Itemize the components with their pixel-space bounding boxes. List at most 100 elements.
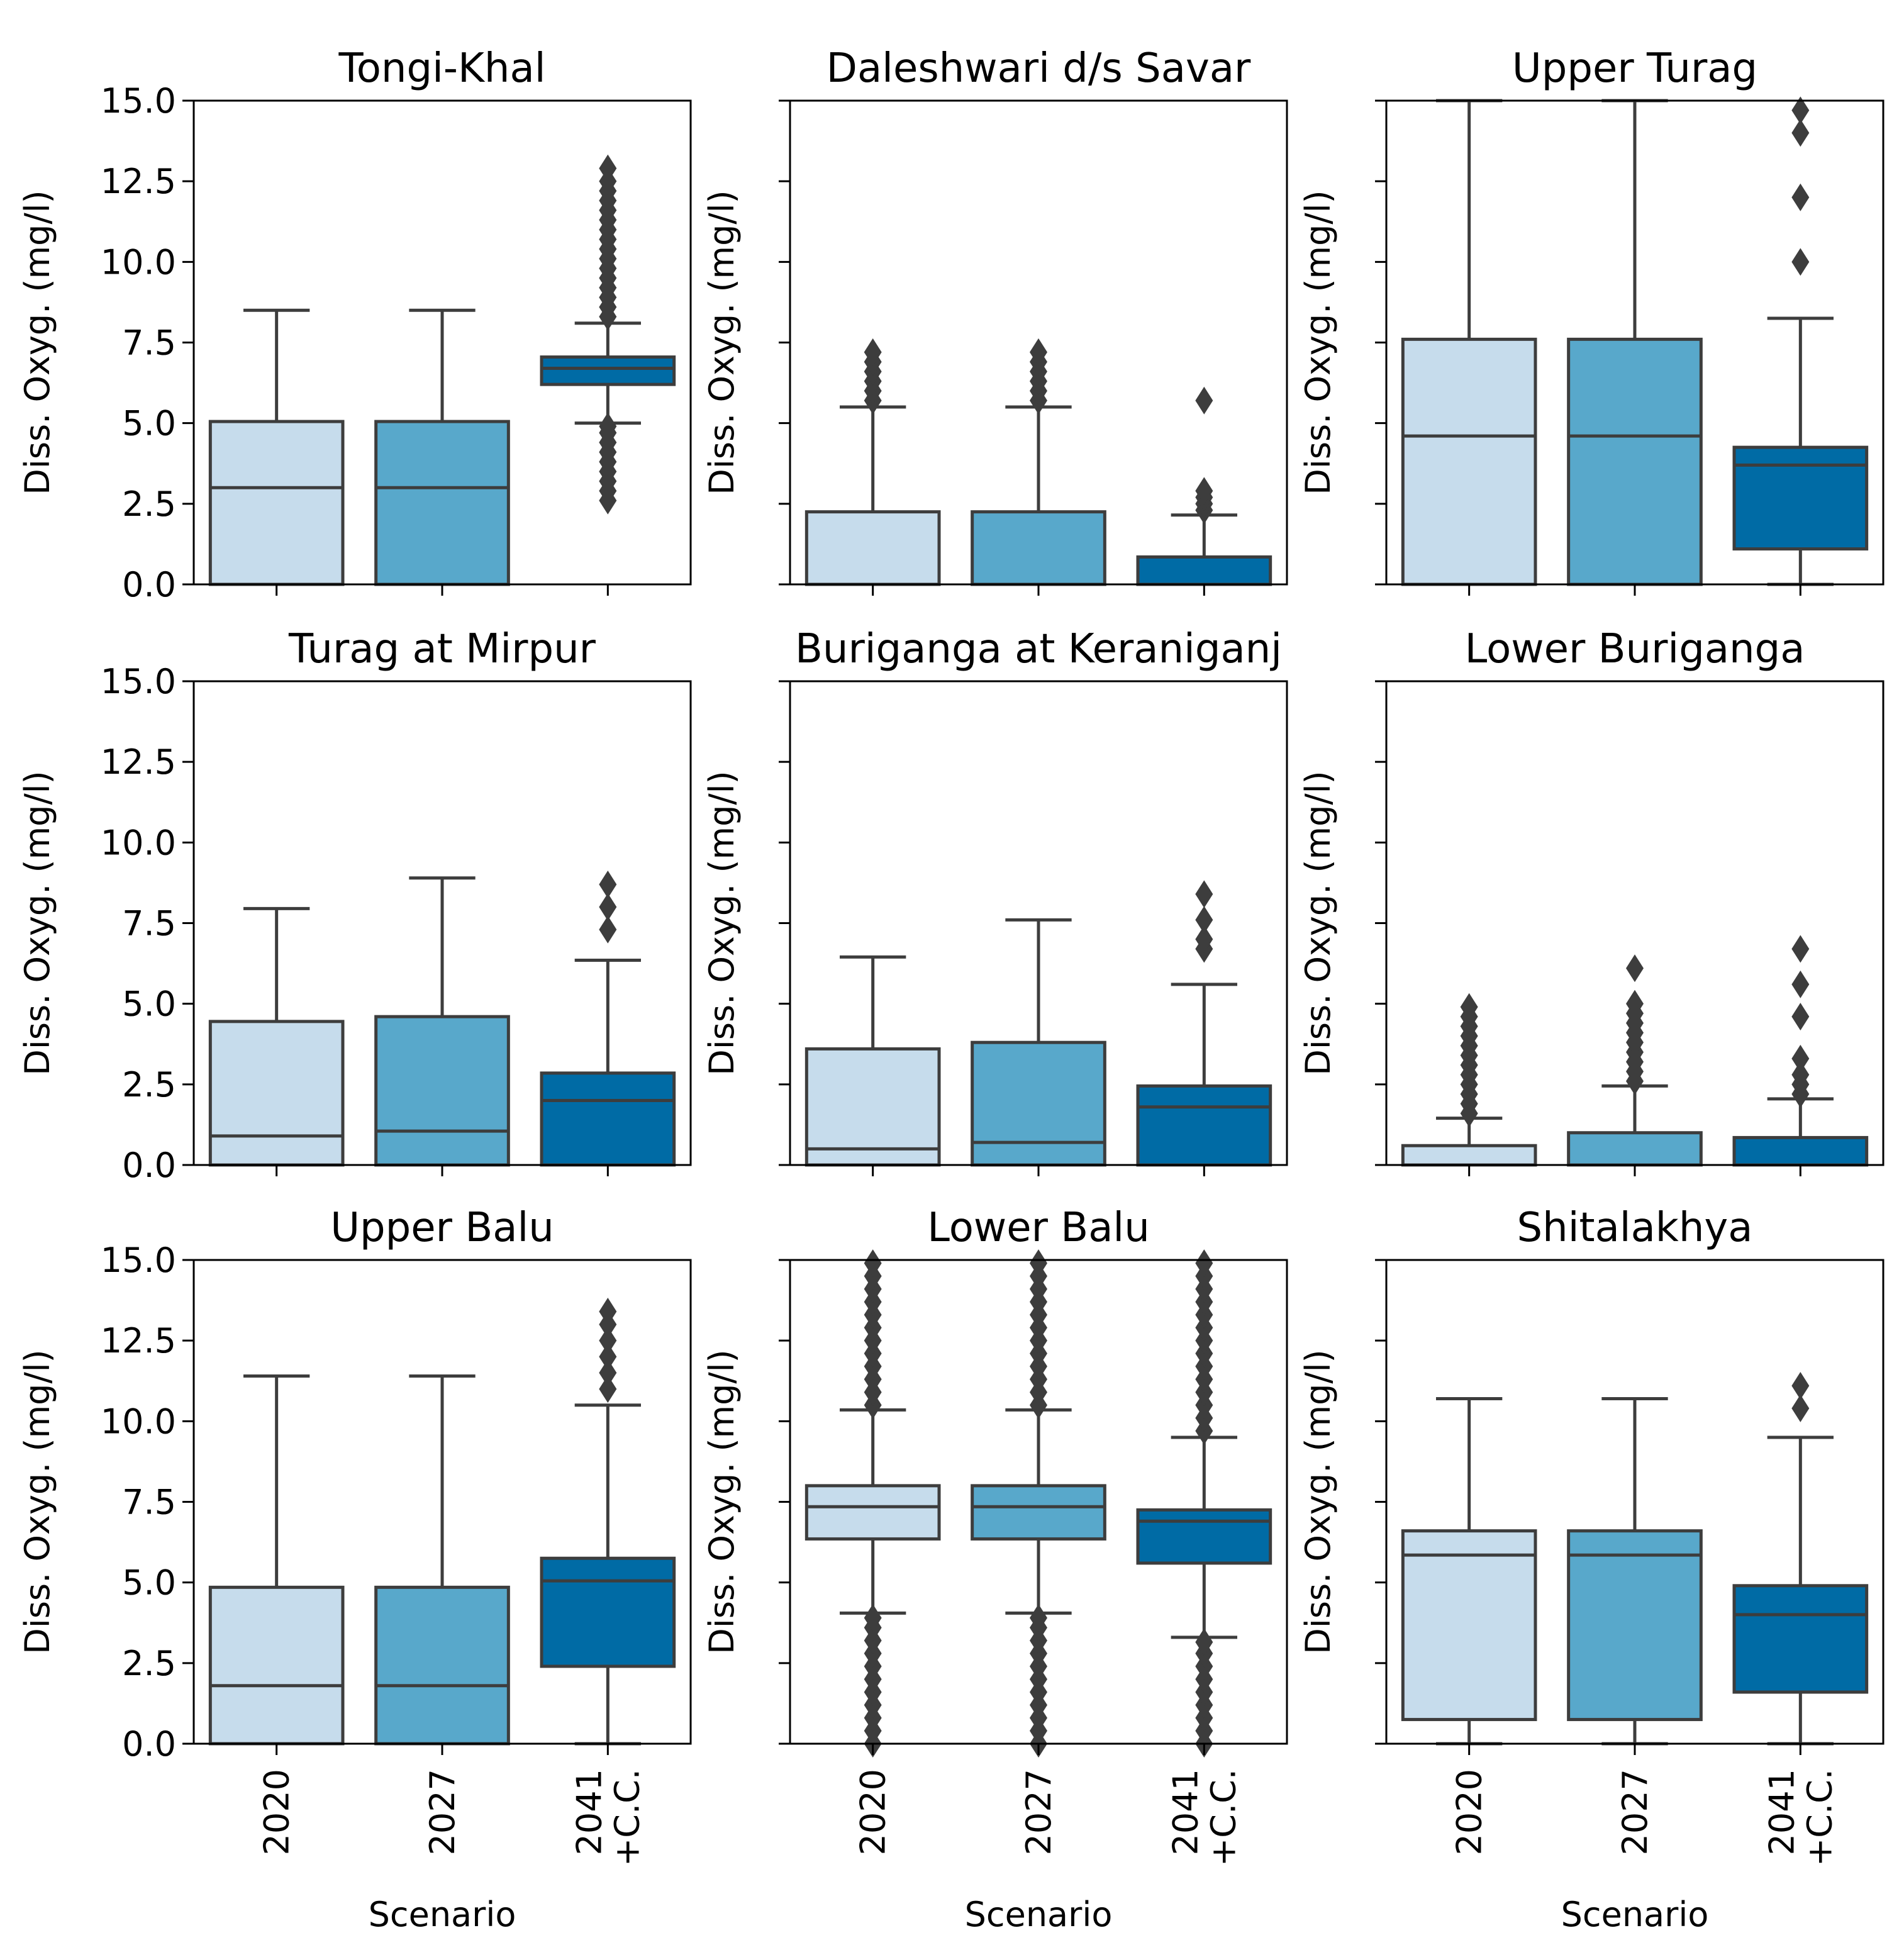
outlier-point: [599, 870, 617, 898]
y-axis-label: Diss. Oxyg. (mg/l): [1298, 1349, 1338, 1654]
y-axis-label: Diss. Oxyg. (mg/l): [702, 771, 742, 1075]
outlier-point: [599, 412, 617, 440]
box-2041: [1732, 96, 1869, 586]
outlier-point: [1791, 183, 1810, 211]
y-axis-label: Diss. Oxyg. (mg/l): [702, 1349, 742, 1654]
subplot-title: Turag at Mirpur: [288, 626, 596, 672]
box-body: [374, 1585, 510, 1746]
box-2027: [1567, 1396, 1703, 1746]
box-2027: [374, 876, 510, 1167]
box-2041: [1136, 880, 1272, 1167]
x-tick-label-line: +C.C.: [1203, 1769, 1243, 1866]
box-body: [1567, 1131, 1703, 1167]
box-2027: [374, 1374, 510, 1746]
x-tick-label: 2027: [1019, 1769, 1059, 1855]
x-tick-label-line: 2041: [569, 1769, 609, 1855]
y-tick-label: 12.5: [101, 1321, 176, 1361]
y-tick-label: 10.0: [101, 242, 176, 282]
box-body: [540, 1071, 676, 1167]
subplot-3: Upper Turag Diss. Oxyg. (mg/l): [1298, 45, 1885, 596]
box-body: [1136, 1084, 1272, 1167]
y-tick-label: 5.0: [122, 404, 176, 443]
box-body: [1401, 337, 1537, 586]
box-2020: [208, 906, 345, 1167]
x-axis-label: Scenario: [965, 1895, 1113, 1934]
outlier-point: [1791, 1394, 1810, 1422]
outlier-point: [599, 154, 617, 182]
x-tick-label: 2027: [1615, 1769, 1655, 1855]
outlier-point: [1791, 1371, 1810, 1400]
box-2041: [1136, 386, 1272, 586]
y-tick-label: 2.5: [122, 1644, 176, 1683]
y-tick-label: 7.5: [122, 904, 176, 944]
outlier-point: [1791, 119, 1810, 147]
box-body: [540, 1556, 676, 1668]
y-tick-label: 5.0: [122, 984, 176, 1024]
x-tick-label: 2020: [1450, 1769, 1489, 1855]
y-tick-label: 2.5: [122, 1065, 176, 1105]
outlier-point: [1195, 880, 1213, 908]
subplot-title: Shitalakhya: [1517, 1205, 1753, 1251]
subplot-1: Tongi-Khal 0.0 2.5 5.0 7.5 10.0 12.5 15.0 Diss. …: [18, 45, 692, 605]
outlier-point: [599, 1359, 617, 1387]
y-tick-label: 12.5: [101, 162, 176, 201]
outlier-point: [1791, 1003, 1810, 1031]
box-body: [971, 1040, 1106, 1167]
x-tick-label: 2020: [257, 1769, 297, 1855]
y-axis-label: Diss. Oxyg. (mg/l): [18, 771, 57, 1075]
box-body: [374, 420, 510, 586]
y-tick-label: 5.0: [122, 1563, 176, 1603]
box-body: [1401, 1144, 1537, 1167]
outlier-point: [599, 1375, 617, 1403]
y-axis-label: Diss. Oxyg. (mg/l): [18, 190, 57, 494]
outlier-point: [864, 1604, 882, 1632]
y-axis-label: Diss. Oxyg. (mg/l): [702, 190, 742, 494]
subplot-4: Turag at Mirpur 0.0 2.5 5.0 7.5 10.0 12.5 15.0 D…: [18, 626, 692, 1185]
outlier-point: [1195, 1249, 1213, 1278]
box-2020: [208, 1374, 345, 1746]
outlier-point: [599, 915, 617, 944]
subplot-title: Buriganga at Keraniganj: [795, 626, 1282, 672]
x-tick-label: 2020: [854, 1769, 893, 1855]
box-body: [1136, 555, 1272, 586]
subplot-6: Lower Buriganga Diss. Oxyg. (mg/l): [1298, 626, 1885, 1176]
y-tick-label: 7.5: [122, 323, 176, 363]
y-tick-label: 12.5: [101, 742, 176, 782]
plot-frame: [1385, 1259, 1885, 1745]
outlier-point: [599, 1298, 617, 1326]
subplot-title: Lower Balu: [927, 1205, 1150, 1251]
outlier-point: [1195, 386, 1213, 415]
x-tick-label: 2041+C.C.: [569, 1769, 647, 1866]
plot-frame: [192, 1259, 692, 1745]
box-2020: [804, 955, 941, 1167]
box-2041: [540, 154, 676, 515]
box-body: [804, 510, 941, 586]
box-body: [540, 355, 676, 386]
plot-frame: [789, 680, 1288, 1166]
y-tick-label: 0.0: [122, 1145, 176, 1185]
x-tick-label-line: 2041: [1762, 1769, 1801, 1855]
box-body: [1136, 1508, 1272, 1565]
outlier-point: [599, 1327, 617, 1355]
y-tick-label: 7.5: [122, 1483, 176, 1522]
subplot-8: Lower Balu Diss. Oxyg. (mg/l) 2020 2027 2041…: [702, 1205, 1288, 1934]
outlier-point: [1195, 477, 1213, 505]
x-axis-label: Scenario: [369, 1895, 516, 1934]
outlier-point: [1791, 248, 1810, 276]
x-tick-label-line: +C.C.: [607, 1769, 647, 1866]
box-body: [1567, 1529, 1703, 1722]
y-axis-label: Diss. Oxyg. (mg/l): [1298, 771, 1338, 1075]
box-2020: [1401, 993, 1537, 1167]
outlier-point: [1030, 338, 1047, 366]
box-2027: [971, 918, 1106, 1167]
subplot-5: Buriganga at Keraniganj Diss. Oxyg. (mg/l…: [702, 626, 1288, 1176]
outlier-point: [599, 1342, 617, 1371]
y-axis-label: Diss. Oxyg. (mg/l): [1298, 190, 1338, 494]
box-body: [1567, 337, 1703, 586]
x-tick-label: 2041+C.C.: [1166, 1769, 1243, 1866]
box-2020: [1401, 99, 1537, 586]
box-body: [208, 1020, 345, 1167]
outlier-point: [1195, 906, 1213, 934]
plot-frame: [789, 1259, 1288, 1745]
